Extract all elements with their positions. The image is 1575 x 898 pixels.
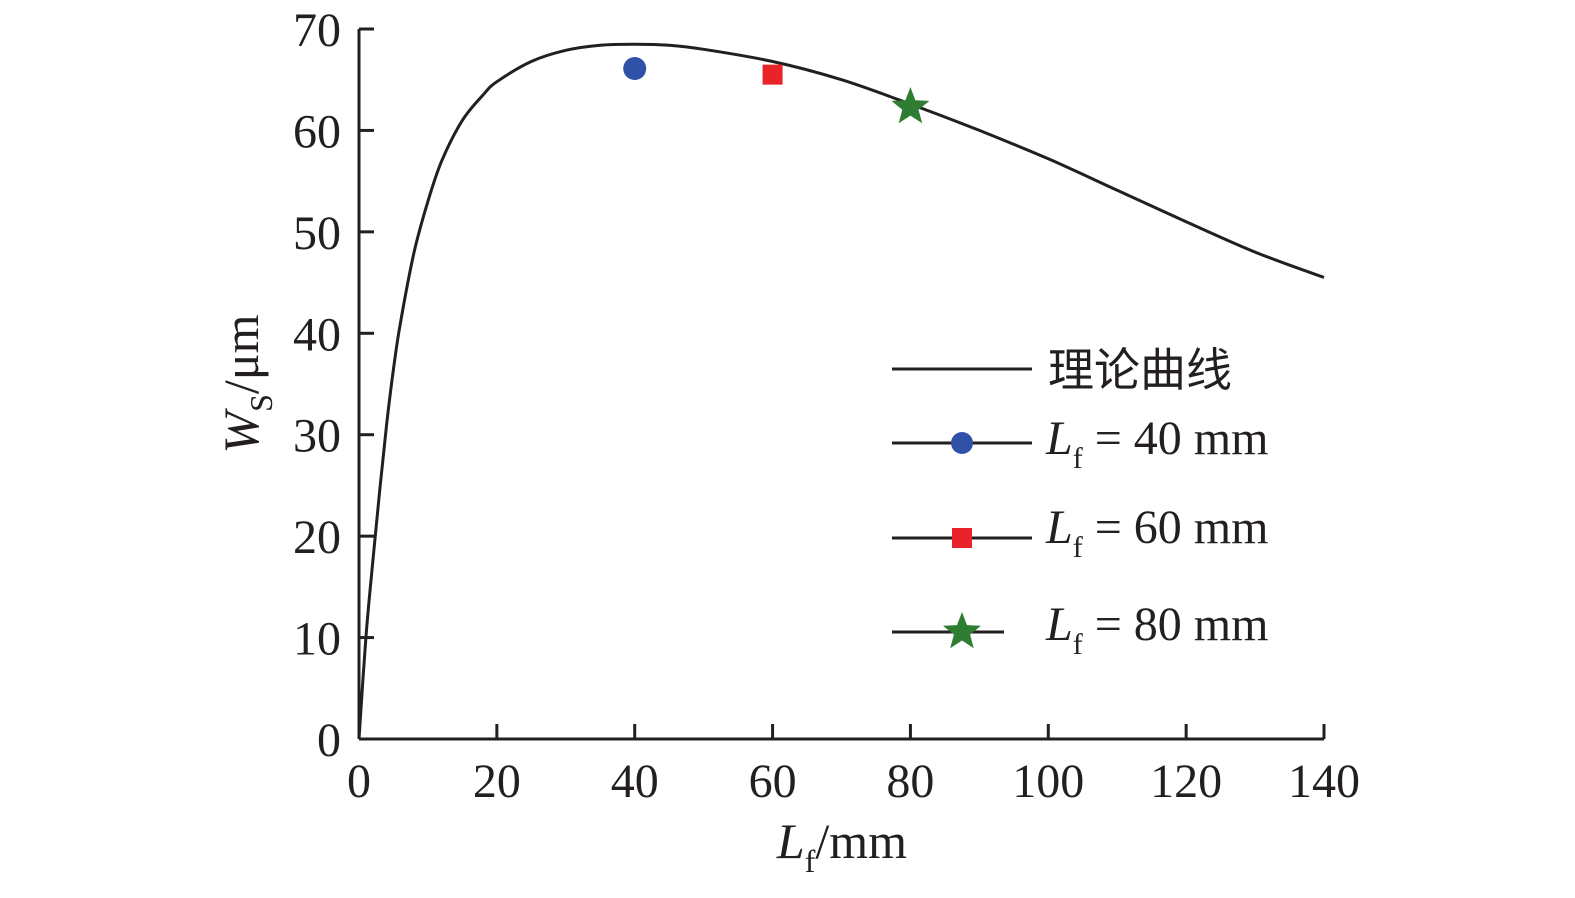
y-axis-title: WS/μm <box>213 314 279 453</box>
data-point-square <box>762 64 783 85</box>
data-point-circle <box>623 57 647 81</box>
x-axis-title-main: L <box>776 813 805 869</box>
x-tick-label: 80 <box>886 755 934 808</box>
y-axis-title-main: W <box>213 408 269 454</box>
legend-60-marker <box>952 528 972 548</box>
legend-80-label-main: L <box>1045 598 1073 651</box>
legend-60-label-rest: = 60 mm <box>1083 501 1269 554</box>
y-tick-label: 30 <box>293 410 341 463</box>
legend-item-80: Lf = 80 mm <box>892 598 1268 661</box>
legend-item-60: Lf = 60 mm <box>892 501 1268 564</box>
legend-60-label-sub: f <box>1073 531 1083 564</box>
y-axis-title-sub: S <box>243 394 279 412</box>
x-axis-title-unit: /mm <box>815 813 907 869</box>
legend-theory-label: 理论曲线 <box>1048 343 1232 397</box>
legend-80-label: Lf = 80 mm <box>1045 598 1268 661</box>
y-tick-label: 50 <box>293 207 341 260</box>
legend-item-theory: 理论曲线 <box>892 343 1232 397</box>
legend-item-40: Lf = 40 mm <box>892 412 1268 475</box>
legend-40-label-main: L <box>1045 412 1073 465</box>
x-tick-label: 120 <box>1150 755 1222 808</box>
y-tick-label: 20 <box>293 511 341 564</box>
legend-40-marker <box>951 432 973 454</box>
legend-80-label-sub: f <box>1073 628 1083 661</box>
legend-40-label-rest: = 40 mm <box>1083 412 1269 465</box>
x-axis-title-sub: f <box>805 843 816 879</box>
legend-40-label: Lf = 40 mm <box>1045 412 1268 475</box>
y-tick-label: 10 <box>293 613 341 666</box>
y-tick-label: 0 <box>317 714 341 767</box>
legend-40-label-sub: f <box>1073 442 1083 475</box>
legend-80-marker <box>943 612 981 649</box>
x-tick-label: 100 <box>1012 755 1084 808</box>
series <box>357 42 1325 740</box>
x-tick-label: 20 <box>473 755 521 808</box>
x-tick-label: 140 <box>1288 755 1360 808</box>
y-tick-label: 70 <box>293 4 341 57</box>
y-tick-label: 40 <box>293 308 341 361</box>
x-tick-label: 0 <box>347 755 371 808</box>
legend-60-label: Lf = 60 mm <box>1045 501 1268 564</box>
y-ticks: 0 10 20 30 40 50 60 70 <box>293 4 374 767</box>
x-axis-title: Lf/mm <box>776 813 907 879</box>
y-tick-label: 60 <box>293 105 341 158</box>
x-tick-label: 60 <box>749 755 797 808</box>
legend: 理论曲线 Lf = 40 mm Lf = 60 mm Lf <box>892 343 1268 661</box>
y-axis-title-unit: /μm <box>213 314 269 394</box>
axes <box>357 29 1324 741</box>
legend-60-label-main: L <box>1045 501 1073 554</box>
legend-80-label-rest: = 80 mm <box>1083 598 1269 651</box>
data-point-star <box>891 87 930 124</box>
x-tick-label: 40 <box>611 755 659 808</box>
theory-curve <box>357 42 1325 740</box>
x-ticks: 0 20 40 60 80 100 120 140 <box>347 724 1360 808</box>
